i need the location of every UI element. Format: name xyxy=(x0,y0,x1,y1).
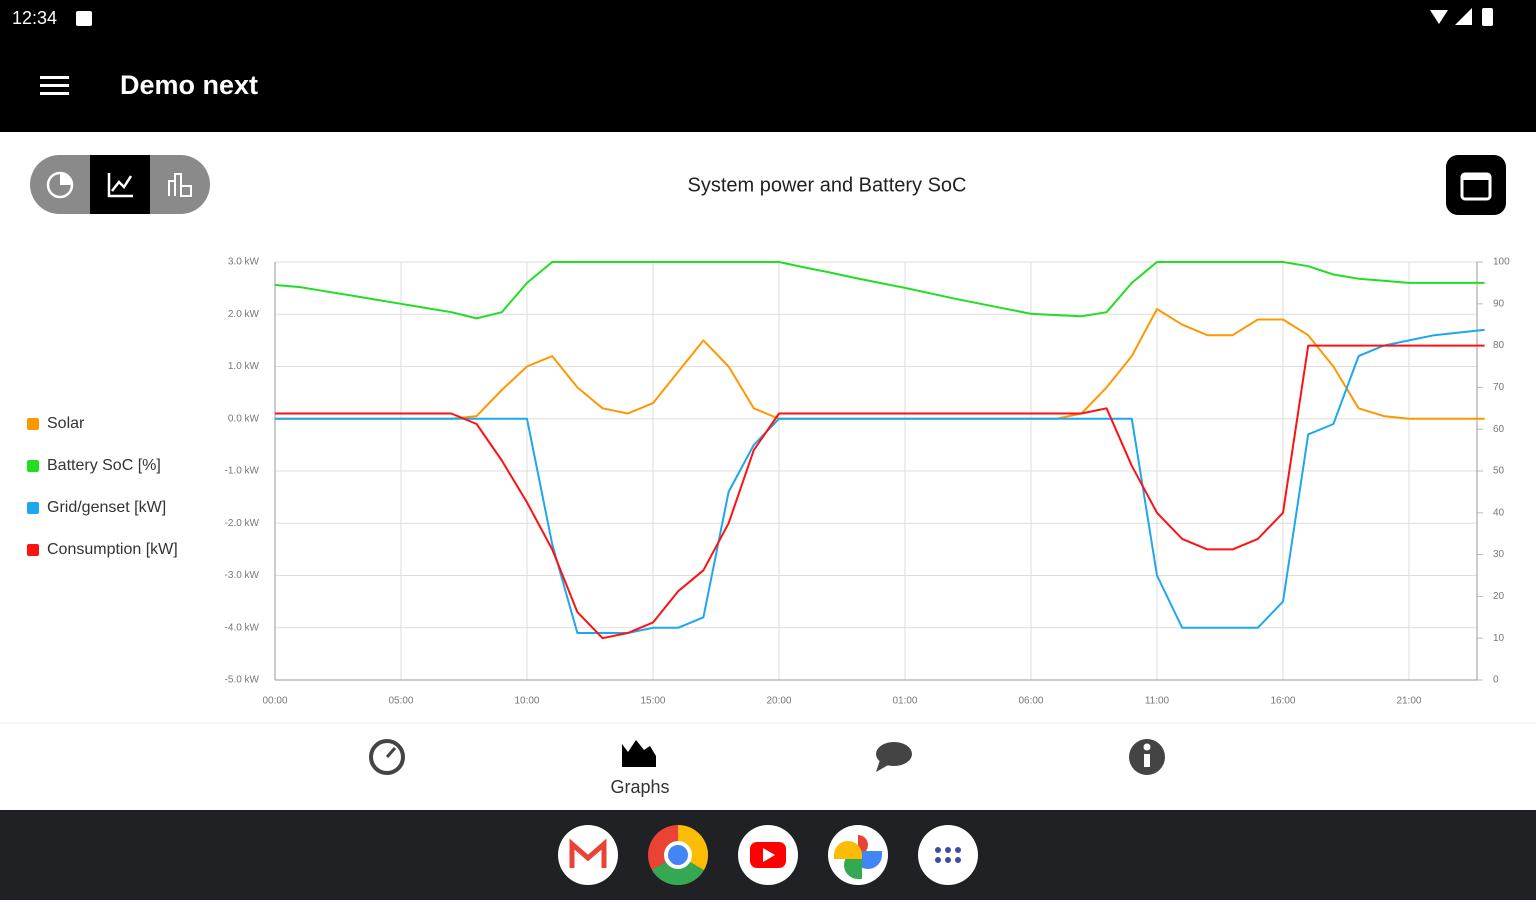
x-tick-label: 21:00 xyxy=(1396,696,1421,707)
y2-tick-label: 40 xyxy=(1493,507,1505,518)
x-tick-label: 11:00 xyxy=(1145,696,1170,707)
battery-icon xyxy=(1482,8,1493,26)
youtube-play xyxy=(763,848,775,862)
y2-tick-label: 0 xyxy=(1493,675,1499,686)
menu-line xyxy=(40,92,69,95)
y2-tick-label: 80 xyxy=(1493,340,1505,351)
graph-icon xyxy=(622,740,656,767)
chart-title: System power and Battery SoC xyxy=(687,174,966,196)
photos-petal xyxy=(833,841,863,859)
legend-label: Battery SoC [%] xyxy=(47,457,161,474)
nav-info[interactable] xyxy=(1129,739,1165,775)
y-tick-label: -1.0 kW xyxy=(225,466,260,477)
y2-tick-label: 100 xyxy=(1493,257,1510,268)
gauge-icon xyxy=(369,739,405,775)
status-icon xyxy=(76,11,92,26)
x-tick-label: 16:00 xyxy=(1270,696,1295,707)
status-time: 12:34 xyxy=(12,8,57,28)
menu-line xyxy=(40,76,69,79)
x-tick-label: 15:00 xyxy=(640,696,665,707)
legend-label: Grid/genset [kW] xyxy=(47,499,166,516)
legend-swatch xyxy=(27,502,39,514)
series-line xyxy=(274,261,1485,320)
legend-label: Consumption [kW] xyxy=(47,541,178,558)
y2-tick-label: 30 xyxy=(1493,549,1505,560)
legend-label: Solar xyxy=(47,415,85,432)
menu-line xyxy=(40,84,69,87)
series-line xyxy=(275,344,1485,640)
y2-tick-label: 60 xyxy=(1493,424,1505,435)
gauge-needle xyxy=(385,747,397,758)
signal-icon xyxy=(1455,8,1472,25)
bar-chart-icon[interactable] xyxy=(168,173,192,197)
y-tick-label: -3.0 kW xyxy=(225,570,260,581)
gmail-logo xyxy=(569,838,607,868)
nav-graphs[interactable]: Graphs xyxy=(610,740,670,797)
chrome-green xyxy=(652,855,704,886)
app-bar xyxy=(0,0,1536,132)
x-tick-label: 01:00 xyxy=(892,696,917,707)
x-tick-label: 10:00 xyxy=(514,696,539,707)
info-stem xyxy=(1144,754,1150,767)
legend-swatch xyxy=(27,418,39,430)
legend-swatch xyxy=(27,544,39,556)
y-tick-label: 0.0 kW xyxy=(228,413,260,424)
series-line xyxy=(275,328,1485,634)
plot: -5.0 kW -4.0 kW -3.0 kW -2.0 kW -1.0 kW 0.0 k… xyxy=(27,257,1510,707)
y2-tick-label: 10 xyxy=(1493,633,1505,644)
line-chart-icon xyxy=(107,173,133,198)
nav-dashboard[interactable] xyxy=(369,739,405,775)
pie-icon-slice xyxy=(60,173,72,185)
x-tick-label: 00:00 xyxy=(262,696,287,707)
x-tick-label: 05:00 xyxy=(388,696,413,707)
y-tick-label: -4.0 kW xyxy=(225,622,260,633)
menu-button[interactable] xyxy=(40,76,69,95)
y-tick-label: 1.0 kW xyxy=(228,361,260,372)
y2-tick-label: 20 xyxy=(1493,591,1505,602)
chat-icon xyxy=(876,742,912,766)
chat-tail xyxy=(876,760,890,772)
apps-launcher[interactable] xyxy=(918,825,978,885)
chrome-center xyxy=(664,841,692,869)
y-tick-label: -2.0 kW xyxy=(225,518,260,529)
y2-tick-label: 70 xyxy=(1493,382,1505,393)
y2-tick-label: 90 xyxy=(1493,298,1505,309)
y-tick-label: -5.0 kW xyxy=(225,675,260,686)
info-dot xyxy=(1143,743,1151,751)
legend-swatch xyxy=(27,460,39,472)
nav-messages[interactable] xyxy=(876,742,912,772)
wifi-icon xyxy=(1430,10,1448,24)
y2-tick-label: 50 xyxy=(1493,466,1505,477)
x-tick-label: 06:00 xyxy=(1018,696,1043,707)
calendar-icon-top xyxy=(1462,174,1490,180)
y-tick-label: 2.0 kW xyxy=(228,309,260,320)
nav-label: Graphs xyxy=(610,777,669,797)
calendar-button[interactable] xyxy=(1446,155,1506,215)
x-tick-label: 20:00 xyxy=(766,696,791,707)
y-tick-label: 3.0 kW xyxy=(228,257,260,268)
apps-dots xyxy=(935,847,961,863)
app-title: Demo next xyxy=(120,70,258,100)
series-line xyxy=(275,308,1485,420)
